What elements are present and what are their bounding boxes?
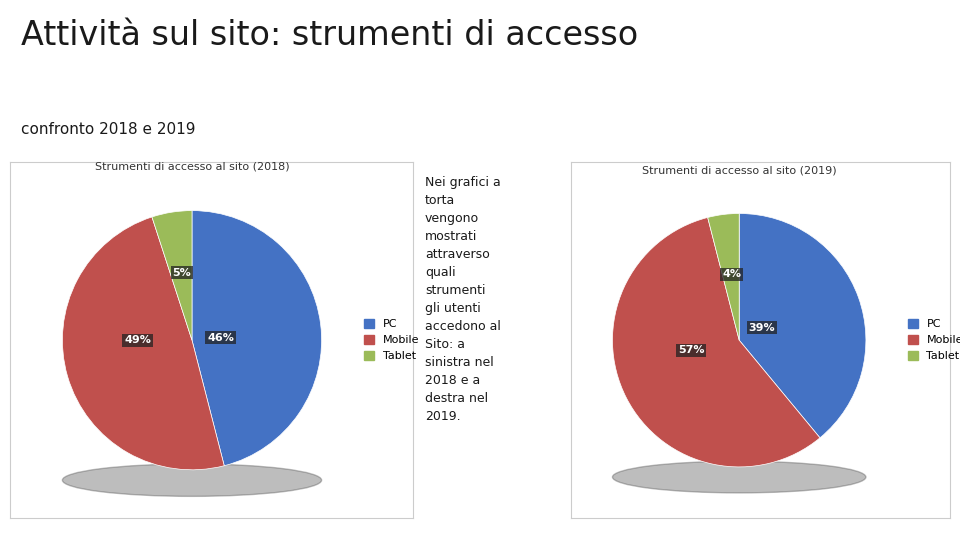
Text: 46%: 46% [207, 333, 234, 342]
Wedge shape [739, 213, 866, 438]
Text: confronto 2018 e 2019: confronto 2018 e 2019 [21, 122, 196, 137]
Text: Nei grafici a
torta
vengono
mostrati
attraverso
quali
strumenti
gli utenti
acced: Nei grafici a torta vengono mostrati att… [425, 176, 501, 423]
Wedge shape [62, 217, 225, 470]
Title: Strumenti di accesso al sito (2019): Strumenti di accesso al sito (2019) [642, 165, 836, 176]
Text: 4%: 4% [722, 269, 741, 279]
Text: 14: 14 [873, 64, 927, 102]
Wedge shape [708, 213, 739, 340]
Legend: PC, Mobile, Tablet: PC, Mobile, Tablet [903, 314, 960, 366]
Wedge shape [612, 218, 820, 467]
Title: Strumenti di accesso al sito (2018): Strumenti di accesso al sito (2018) [95, 162, 289, 172]
Text: Attività sul sito: strumenti di accesso: Attività sul sito: strumenti di accesso [21, 19, 638, 52]
Legend: PC, Mobile, Tablet: PC, Mobile, Tablet [360, 314, 423, 366]
Text: 39%: 39% [749, 322, 776, 333]
Ellipse shape [612, 461, 866, 493]
Text: 5%: 5% [172, 268, 191, 278]
Wedge shape [192, 211, 322, 465]
Ellipse shape [62, 464, 322, 496]
Text: 49%: 49% [124, 335, 151, 345]
Text: 57%: 57% [678, 346, 705, 355]
Wedge shape [152, 211, 192, 340]
